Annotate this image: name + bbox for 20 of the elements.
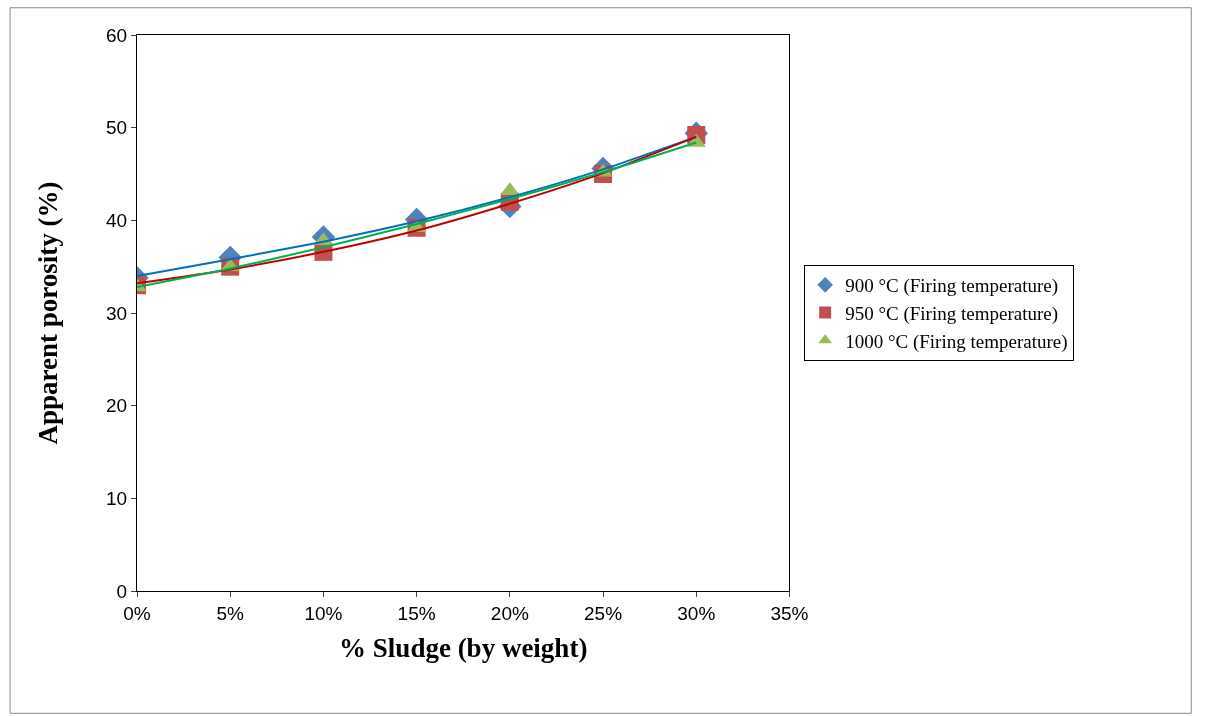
y-axis-title: Apparent porosity (%) [33, 181, 64, 445]
y-tick-label: 50 [106, 117, 128, 139]
y-tick-label: 20 [106, 395, 128, 417]
y-tick-label: 40 [106, 209, 128, 231]
x-tick-label: 20% [490, 602, 529, 624]
x-tick-label: 25% [584, 602, 623, 624]
legend-label: 900 °C (Firing temperature) [845, 275, 1059, 298]
y-tick-label: 0 [116, 580, 128, 602]
legend-label: 950 °C (Firing temperature) [845, 302, 1059, 325]
y-tick-label: 60 [106, 24, 128, 46]
y-tick-label: 30 [106, 302, 128, 324]
x-tick-label: 10% [304, 602, 343, 624]
x-tick-label: 35% [770, 602, 809, 624]
y-tick-label: 10 [106, 487, 128, 509]
x-tick-label: 0% [123, 602, 151, 624]
x-axis-title: % Sludge (by weight) [339, 633, 588, 664]
x-tick-label: 5% [216, 602, 245, 624]
legend-label: 1000 °C (Firing temperature) [845, 330, 1068, 353]
x-tick-label: 30% [677, 602, 716, 624]
x-tick-label: 15% [397, 602, 436, 624]
